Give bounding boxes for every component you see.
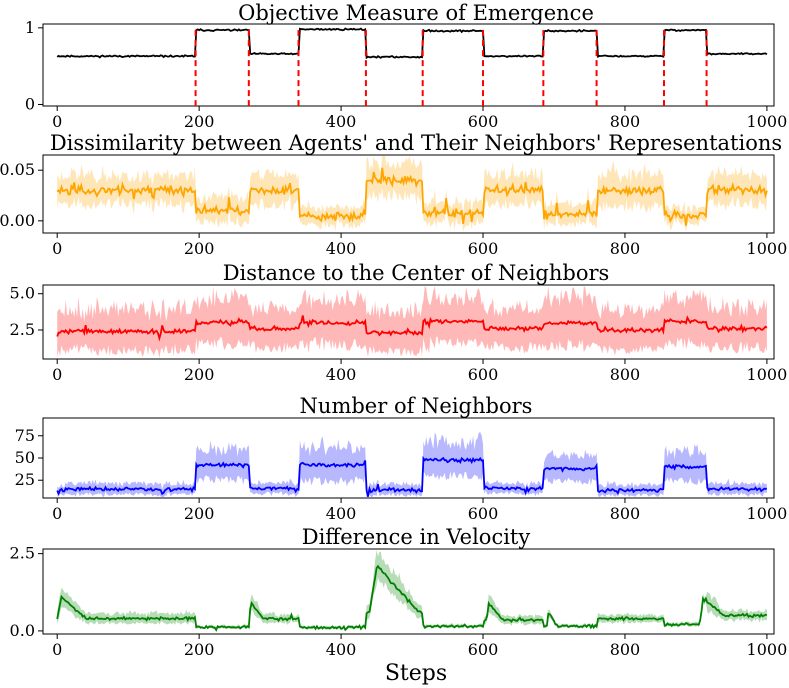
plot-frame <box>42 23 775 107</box>
x-tick-label: 600 <box>468 365 499 384</box>
x-tick-label: 400 <box>326 365 357 384</box>
panel-title: Dissimilarity between Agents' and Their … <box>50 131 782 155</box>
x-tick-label: 0 <box>52 112 62 131</box>
panel-dissimilarity: Dissimilarity between Agents' and Their … <box>0 131 787 258</box>
y-tick-label: 50 <box>15 448 35 467</box>
series-line <box>56 27 768 60</box>
x-tick-label: 0 <box>52 239 62 258</box>
x-tick-label: 400 <box>326 112 357 131</box>
x-tick-label: 200 <box>184 504 215 523</box>
x-tick-label: 200 <box>184 239 215 258</box>
x-tick-label: 800 <box>610 112 641 131</box>
x-tick-label: 800 <box>610 504 641 523</box>
plot-frame <box>42 154 775 234</box>
x-tick-label: 1000 <box>747 365 788 384</box>
x-tick-label: 1000 <box>747 504 788 523</box>
plot-frame <box>42 548 775 635</box>
x-tick-label: 0 <box>52 365 62 384</box>
panel-velocity: Difference in Velocity 0.0 2.5 0 200 400 600… <box>10 525 788 659</box>
x-tick-label: 800 <box>610 365 641 384</box>
y-tick-label: 0.0 <box>10 621 35 640</box>
y-tick-label: 2.5 <box>10 320 35 339</box>
plot-area <box>56 550 768 632</box>
panel-title: Objective Measure of Emergence <box>238 1 594 25</box>
plot-area <box>56 156 768 232</box>
panel-title: Distance to the Center of Neighbors <box>223 261 610 285</box>
y-tick-label: 1 <box>25 18 35 37</box>
plot-area <box>56 286 768 358</box>
panel-distance: Distance to the Center of Neighbors 2.5 5… <box>10 261 788 384</box>
y-tick-label: 0 <box>25 94 35 113</box>
panel-neighbors: Number of Neighbors 25 50 75 0 200 400 600 800… <box>15 394 788 523</box>
series-line <box>56 167 768 226</box>
x-tick-label: 0 <box>52 640 62 659</box>
series-line <box>56 455 768 497</box>
confidence-band <box>57 286 767 358</box>
series-line <box>56 315 768 342</box>
plot-area <box>56 27 768 106</box>
x-tick-label: 0 <box>52 504 62 523</box>
y-tick-label: 2.5 <box>10 544 35 563</box>
x-tick-label: 200 <box>184 365 215 384</box>
x-tick-label: 400 <box>326 640 357 659</box>
y-tick-label: 75 <box>15 426 35 445</box>
x-tick-label: 1000 <box>747 640 788 659</box>
x-tick-label: 600 <box>468 640 499 659</box>
x-tick-label: 200 <box>184 640 215 659</box>
x-tick-label: 600 <box>468 112 499 131</box>
plot-area <box>56 432 768 497</box>
y-tick-label: 0.05 <box>0 160 35 179</box>
plot-frame <box>42 284 775 360</box>
x-axis-label: Steps <box>385 661 447 686</box>
confidence-band <box>57 156 767 232</box>
y-tick-label: 25 <box>15 470 35 489</box>
y-tick-label: 0.00 <box>0 211 35 230</box>
x-tick-label: 600 <box>468 504 499 523</box>
confidence-band <box>57 432 767 497</box>
x-tick-label: 400 <box>326 239 357 258</box>
x-tick-label: 1000 <box>747 239 788 258</box>
x-tick-label: 400 <box>326 504 357 523</box>
x-tick-label: 800 <box>610 239 641 258</box>
panel-title: Number of Neighbors <box>300 394 533 418</box>
panel-emergence: Objective Measure of Emergence 0 1 0 200 40… <box>25 1 787 131</box>
series-line <box>56 564 768 632</box>
x-tick-label: 1000 <box>747 112 788 131</box>
x-tick-label: 600 <box>468 239 499 258</box>
panel-title: Difference in Velocity <box>302 525 531 549</box>
y-tick-label: 5.0 <box>10 284 35 303</box>
x-tick-label: 800 <box>610 640 641 659</box>
x-tick-label: 200 <box>184 112 215 131</box>
